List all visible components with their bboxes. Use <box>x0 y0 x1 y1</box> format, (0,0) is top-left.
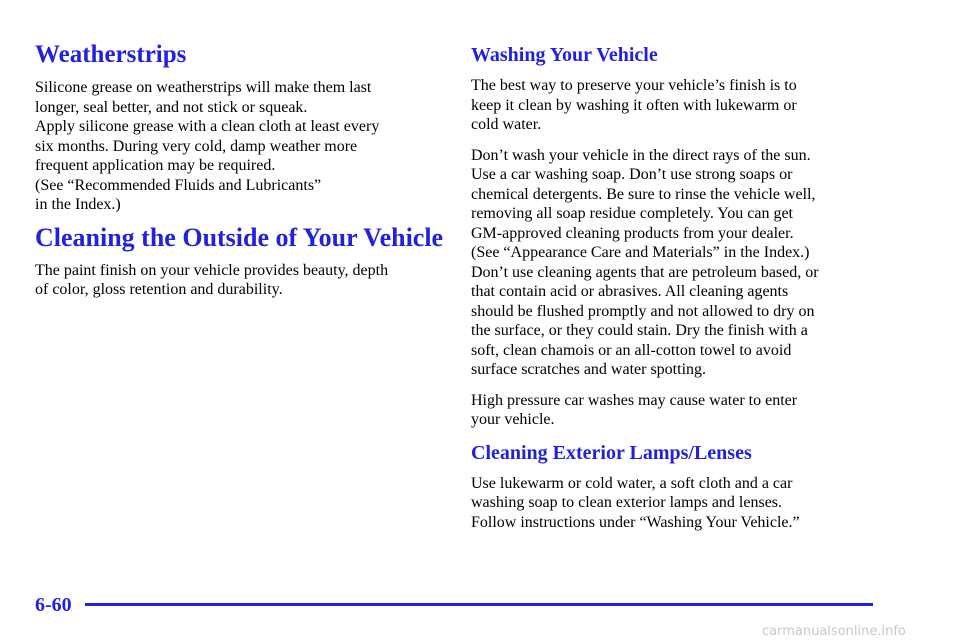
watermark: carmanualsonline.info <box>762 624 906 639</box>
section: Weatherstrips Silicone grease on weathers… <box>35 40 455 215</box>
text-line: Apply silicone grease with a clean cloth… <box>35 118 380 135</box>
text-line: Don’t wash your vehicle in the direct ra… <box>471 146 811 164</box>
text-line: frequent application may be required. <box>35 157 276 174</box>
text-line: Silicone grease on weatherstrips will ma… <box>35 79 372 96</box>
paragraph: The best way to preserve your vehicle’s … <box>471 76 891 135</box>
paragraph: High pressure car washes may cause water… <box>471 391 891 430</box>
paragraph: Silicone grease on weatherstrips will ma… <box>35 78 455 215</box>
section-heading: Washing Your Vehicle <box>471 44 658 66</box>
section-heading: Weatherstrips <box>35 41 187 68</box>
text-line: of color, gloss retention and durability… <box>35 281 283 298</box>
text-line: The best way to preserve your vehicle’s … <box>471 77 797 94</box>
footer-rule <box>85 603 873 606</box>
section-heading: Cleaning the Outside of Your Vehicle <box>35 222 444 252</box>
text-line: in the Index.) <box>35 196 121 213</box>
section: Cleaning Exterior Lamps/Lenses Use lukewa… <box>471 440 891 533</box>
text-line: washing soap to clean exterior lamps and… <box>471 494 783 511</box>
text-line: your vehicle. <box>471 411 555 428</box>
text-line: Don’t use cleaning agents that are petro… <box>471 263 819 281</box>
text-line: the surface, or they could stain. Dry th… <box>471 322 808 339</box>
text-line: High pressure car washes may cause water… <box>471 391 798 409</box>
text-line: The paint finish on your vehicle provide… <box>35 261 389 279</box>
text-line: (See “Appearance Care and Materials” in … <box>471 244 810 261</box>
text-line: Follow instructions under “Washing Your … <box>471 513 800 531</box>
text-line: Use a car washing soap. Don’t use strong… <box>471 166 793 183</box>
text-line: that contain acid or abrasives. All clea… <box>471 283 789 300</box>
text-line: chemical detergents. Be sure to rinse th… <box>471 185 816 203</box>
section-heading: Cleaning Exterior Lamps/Lenses <box>471 441 752 464</box>
text-line: longer, seal better, and not stick or sq… <box>35 98 308 116</box>
page-number: 6-60 <box>35 594 72 616</box>
text-line: GM‐approved cleaning products from your … <box>471 224 794 242</box>
paragraph: The paint finish on your vehicle provide… <box>35 261 455 300</box>
text-line: keep it clean by washing it often with l… <box>471 96 797 114</box>
text-line: Use lukewarm or cold water, a soft cloth… <box>471 474 793 492</box>
text-line: removing all soap residue completely. Yo… <box>471 205 793 222</box>
section: Washing Your Vehicle The best way to pres… <box>471 42 891 430</box>
paragraph: Use lukewarm or cold water, a soft cloth… <box>471 474 891 533</box>
paragraph: Don’t wash your vehicle in the direct ra… <box>471 146 891 380</box>
text-line: cold water. <box>471 116 542 133</box>
text-line: soft, clean chamois or an all‐cotton tow… <box>471 341 792 359</box>
text-line: should be flushed promptly and not allow… <box>471 302 815 320</box>
text-line: six months. During very cold, damp weath… <box>35 137 358 155</box>
right-column: Washing Your Vehicle The best way to pres… <box>471 42 891 532</box>
section: Cleaning the Outside of Your Vehicle The … <box>35 223 455 300</box>
left-column: Weatherstrips Silicone grease on weathers… <box>35 40 455 300</box>
text-line: (See “Recommended Fluids and Lubricants” <box>35 176 322 194</box>
text-line: surface scratches and water spotting. <box>471 361 707 378</box>
